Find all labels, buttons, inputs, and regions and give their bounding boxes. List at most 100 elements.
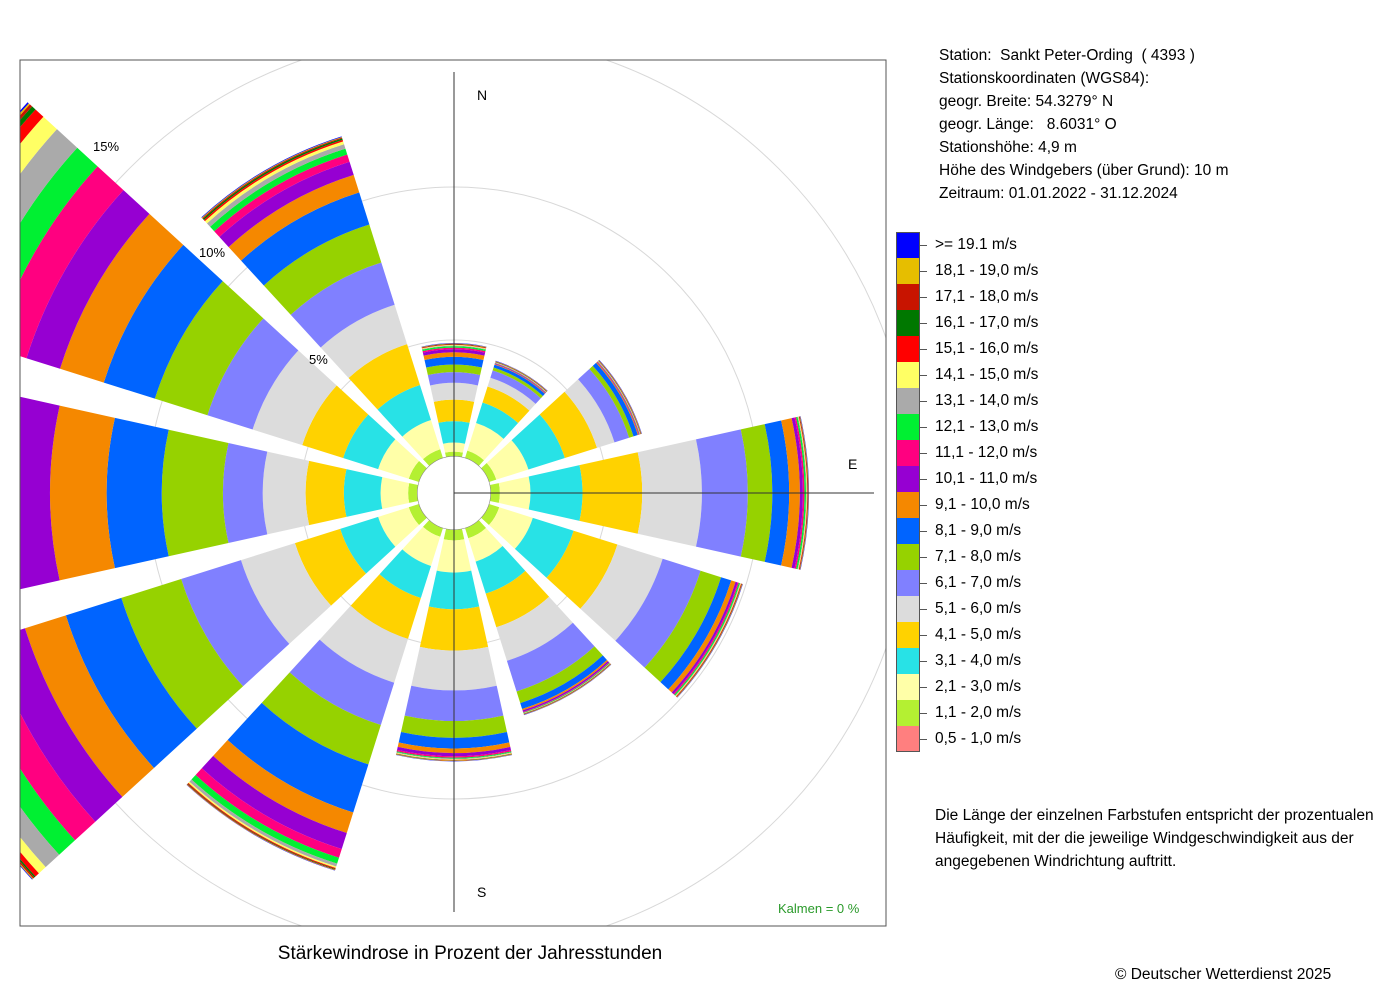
legend-label: 10,1 - 11,0 m/s: [935, 470, 1038, 487]
sector-300-class-14: [20, 129, 78, 224]
sector-180-class-12: [396, 749, 512, 758]
legend-label: 13,1 - 14,0 m/s: [935, 392, 1039, 409]
sector-30-class-4: [476, 402, 519, 439]
sector-270-class-6: [262, 451, 310, 535]
sector-240-class-18: [20, 861, 35, 879]
sector-0-class-11: [422, 349, 486, 356]
legend-swatch: [896, 310, 920, 336]
sector-300-class-3: [378, 439, 420, 479]
sector-330-class-5: [348, 344, 420, 410]
sector-240-class-11: [20, 628, 123, 822]
sector-210-class-3: [402, 526, 441, 566]
legend-label: 5,1 - 6,0 m/s: [935, 600, 1022, 617]
legend-tick: [920, 323, 927, 324]
legend-swatch: [896, 726, 920, 752]
legend-tick: [920, 609, 927, 610]
legend-label: 2,1 - 3,0 m/s: [935, 678, 1022, 695]
sector-270-class-4: [343, 469, 383, 517]
sector-330-class-13: [210, 148, 348, 232]
sector-60-class-9: [592, 362, 638, 437]
station-longitude: geogr. Länge: 8.6031° O: [939, 116, 1117, 133]
legend-swatch: [896, 596, 920, 622]
legend-swatch: [896, 388, 920, 414]
sector-30-class-3: [467, 422, 504, 461]
legend-tick: [920, 479, 927, 480]
legend-tick: [920, 453, 927, 454]
sector-330-class-4: [377, 385, 431, 437]
station-latitude: geogr. Breite: 54.3279° N: [939, 93, 1114, 110]
sector-240-class-17: [20, 858, 36, 878]
sector-210-class-5: [350, 574, 421, 639]
sector-270-class-8: [161, 429, 229, 557]
calms-label: Kalmen = 0 %: [778, 901, 860, 916]
sector-120-class-5: [546, 530, 618, 609]
sector-180-class-18: [396, 754, 512, 761]
sector-120-class-6: [580, 544, 663, 641]
sector-210-class-4: [379, 549, 431, 599]
anemometer-height: Höhe des Windgebers (über Grund): 10 m: [939, 162, 1229, 179]
wind-rose-chart: N E S 5% 10% 15% Kalmen = 0 %: [19, 59, 887, 927]
legend-swatch: [896, 518, 920, 544]
legend-tick: [920, 401, 927, 402]
legend-swatch: [896, 362, 920, 388]
sector-0-class-13: [422, 346, 486, 352]
sector-300-class-8: [154, 281, 264, 416]
sector-180-class-16: [396, 753, 512, 761]
sector-60-class-3: [486, 440, 529, 480]
sector-240-class-12: [20, 712, 96, 841]
legend-label: 11,1 - 12,0 m/s: [935, 444, 1038, 461]
sector-30-class-5: [482, 386, 530, 424]
sector-300-class-7: [207, 318, 299, 430]
sector-60-class-7: [578, 368, 630, 443]
legend-tick: [920, 583, 927, 584]
sector-90-class-15: [798, 416, 808, 570]
sector-0-class-12: [422, 347, 486, 353]
sector-240-class-8: [121, 579, 244, 729]
legend-label: 17,1 - 18,0 m/s: [935, 288, 1039, 305]
sector-300-class-2: [408, 460, 427, 482]
legend-tick: [920, 505, 927, 506]
sector-240-class-7: [181, 560, 290, 687]
sector-300-class-9: [103, 244, 223, 399]
sector-90-class-14: [797, 416, 807, 570]
legend-swatch: [896, 648, 920, 674]
sector-300-class-12: [20, 166, 124, 359]
sector-180-class-10: [397, 742, 511, 754]
sector-0-class-20: [421, 343, 487, 347]
compass-axes: [453, 72, 874, 912]
sector-150-class-5: [485, 570, 550, 628]
sector-0-class-14: [422, 345, 486, 350]
sector-240-class-15: [20, 837, 46, 874]
sector-300-class-17: [20, 106, 36, 128]
sector-60-class-2: [481, 463, 497, 482]
legend-label: 18,1 - 19,0 m/s: [935, 262, 1039, 279]
sector-210-class-8: [261, 672, 381, 765]
sector-300-class-18: [20, 104, 33, 121]
legend-label: 15,1 - 16,0 m/s: [935, 340, 1039, 357]
legend-tick: [920, 713, 927, 714]
time-period: Zeitraum: 01.01.2022 - 31.12.2024: [939, 185, 1178, 202]
sector-30-class-6: [487, 377, 536, 411]
sector-60-class-4: [511, 414, 565, 470]
sector-180-class-15: [396, 752, 512, 760]
copyright: © Deutscher Wetterdienst 2025: [1115, 966, 1332, 983]
sector-330-class-12: [214, 154, 350, 237]
legend-swatch: [896, 570, 920, 596]
sector-270-class-2: [408, 483, 419, 503]
legend-swatch: [896, 414, 920, 440]
sector-180-class-17: [396, 753, 512, 761]
sector-300-class-13: [20, 147, 98, 281]
sector-240-class-2: [408, 504, 427, 526]
sector-210-class-2: [422, 520, 443, 537]
sector-240-class-9: [65, 597, 197, 768]
legend-tick: [920, 349, 927, 350]
sector-90-class-18: [799, 416, 809, 570]
legend-tick: [920, 739, 927, 740]
legend-label: 7,1 - 8,0 m/s: [935, 548, 1022, 565]
legend-swatch: [896, 258, 920, 284]
sector-330-class-7: [290, 262, 395, 348]
north-label: N: [477, 87, 487, 103]
sector-120-class-3: [488, 507, 533, 549]
sector-300-class-10: [60, 213, 184, 383]
station-elevation: Stationshöhe: 4,9 m: [939, 139, 1077, 156]
